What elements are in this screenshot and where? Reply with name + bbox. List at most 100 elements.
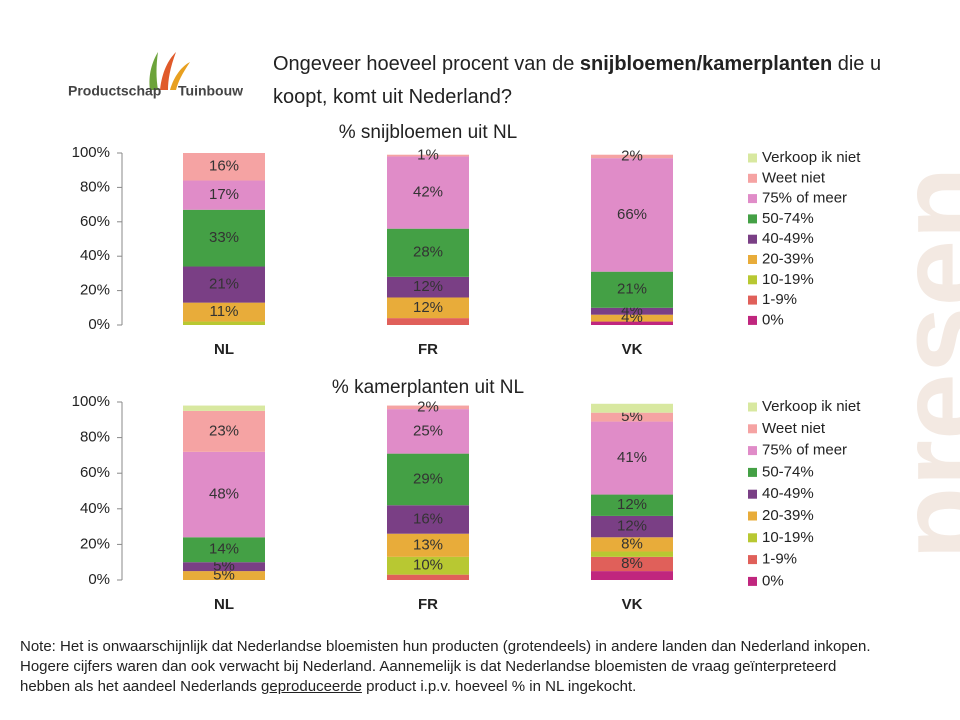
- legend-swatch: [748, 295, 757, 305]
- bar-segment: [387, 409, 469, 454]
- data-label: 12%: [413, 299, 443, 316]
- bar-segment: [591, 154, 673, 159]
- bar-segment: [183, 209, 265, 267]
- bar-segment: [591, 421, 673, 495]
- y-tick-label: 0%: [88, 571, 110, 588]
- x-tick-label: NL: [214, 341, 234, 358]
- bar-segment: [591, 515, 673, 538]
- logo-leaf: [170, 62, 190, 90]
- legend-swatch: [748, 315, 757, 325]
- legend-swatch: [748, 234, 757, 244]
- y-tick-label: 80%: [80, 429, 110, 446]
- bar-segment: [387, 297, 469, 319]
- y-tick-label: 100%: [72, 144, 110, 161]
- logo-leaf: [149, 52, 158, 90]
- legend-swatch: [748, 173, 757, 183]
- data-label: 23%: [209, 422, 239, 439]
- note-part: product i.p.v. hoeveel % in NL ingekocht…: [361, 678, 637, 695]
- legend-label: Verkoop ik niet: [762, 149, 861, 166]
- x-tick-label: NL: [214, 596, 234, 613]
- legend-swatch: [748, 255, 757, 264]
- logo-text: Productschap: [68, 83, 161, 99]
- x-tick-label: FR: [418, 596, 438, 613]
- bar-segment: [387, 453, 469, 506]
- x-tick-label: VK: [622, 596, 643, 613]
- legend-swatch: [748, 533, 757, 543]
- chart-title: % snijbloemen uit NL: [339, 122, 517, 143]
- bar-segment: [183, 405, 265, 411]
- legend-swatch: [748, 214, 757, 224]
- bar-segment: [183, 321, 265, 325]
- data-label: 21%: [209, 276, 239, 293]
- data-label: 17%: [209, 186, 239, 203]
- y-tick-label: 20%: [80, 282, 110, 299]
- bar-segment: [387, 276, 469, 298]
- chart-title: % kamerplanten uit NL: [332, 377, 524, 398]
- logo: Productschap Tuinbouw: [68, 52, 243, 99]
- legend-swatch: [748, 424, 757, 434]
- bar-segment: [183, 571, 265, 580]
- y-tick-label: 80%: [80, 178, 110, 195]
- legend-label: Weet niet: [762, 420, 826, 437]
- data-label: 11%: [210, 303, 239, 320]
- legend-swatch: [748, 402, 757, 412]
- legend-label: 75% of meer: [762, 442, 847, 459]
- bar-segment: [183, 562, 265, 572]
- bar-segment: [591, 314, 673, 322]
- bar-segment: [387, 228, 469, 277]
- background-text: presen: [874, 166, 960, 560]
- data-label: 2%: [621, 147, 643, 164]
- legend-label: 75% of meer: [762, 190, 847, 207]
- title-part: die u: [832, 53, 882, 75]
- bar-segment: [387, 156, 469, 229]
- legend-label: 1-9%: [762, 551, 797, 568]
- data-label: 13%: [413, 536, 443, 553]
- legend-label: Weet niet: [762, 169, 826, 186]
- bar-segment: [591, 271, 673, 308]
- data-label: 33%: [209, 229, 239, 246]
- bar-segment: [387, 533, 469, 557]
- data-label: 12%: [617, 518, 647, 535]
- bar-segment: [591, 321, 673, 325]
- bar-segment: [387, 505, 469, 534]
- data-label: 16%: [413, 510, 443, 527]
- bar-segment: [183, 451, 265, 538]
- data-label: 16%: [209, 158, 239, 175]
- data-label: 8%: [621, 555, 643, 572]
- bar-segment: [591, 307, 673, 315]
- data-label: 42%: [413, 184, 443, 201]
- data-label: 21%: [617, 281, 647, 298]
- data-label: 12%: [617, 496, 647, 513]
- bar-segment: [591, 571, 673, 580]
- bar-segment: [387, 574, 469, 580]
- note-part: Note: Het is onwaarschijnlijk dat Nederl…: [20, 638, 871, 695]
- y-tick-label: 40%: [80, 247, 110, 264]
- y-tick-label: 20%: [80, 535, 110, 552]
- bar-segment: [591, 403, 673, 413]
- data-label: 8%: [621, 535, 643, 552]
- y-tick-label: 100%: [72, 393, 110, 410]
- data-label: 48%: [209, 486, 239, 503]
- title-part: Ongeveer hoeveel procent van de: [273, 53, 580, 75]
- data-label: 12%: [413, 278, 443, 295]
- legend-label: 50-74%: [762, 210, 814, 227]
- bar-segment: [591, 158, 673, 272]
- y-tick-label: 60%: [80, 464, 110, 481]
- title-part: koopt, komt uit Nederland?: [273, 86, 513, 108]
- slide-title: Ongeveer hoeveel procent van de snijbloe…: [273, 48, 943, 114]
- legend-label: 20-39%: [762, 507, 814, 524]
- bar-segment: [183, 410, 265, 452]
- bar-segment: [387, 154, 469, 157]
- legend-swatch: [748, 446, 757, 456]
- legend-swatch: [748, 194, 757, 204]
- bar-segment: [183, 180, 265, 210]
- title-bold: snijbloemen/kamerplanten: [579, 53, 833, 75]
- bar-segment: [183, 537, 265, 563]
- bar-segment: [183, 153, 265, 181]
- legend-label: 1-9%: [762, 291, 797, 308]
- bar-segment: [591, 412, 673, 422]
- legend-label: 10-19%: [762, 271, 814, 288]
- data-label: 29%: [413, 470, 443, 487]
